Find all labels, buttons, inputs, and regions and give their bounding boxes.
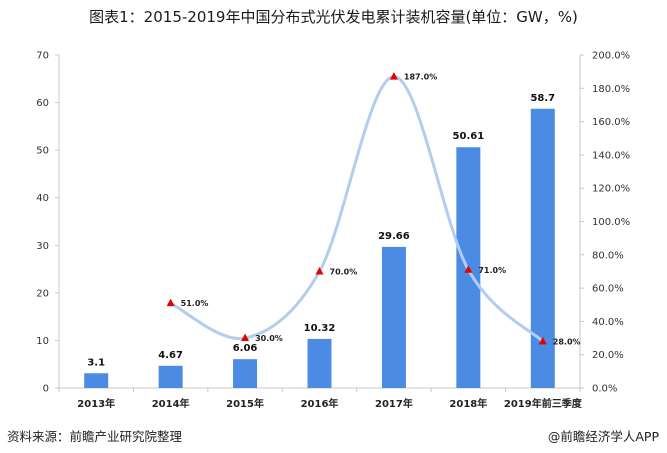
x-tick-label: 2014年 (152, 397, 190, 410)
x-tick-label: 2018年 (449, 397, 487, 410)
y-tick-label-right: 140.0% (592, 150, 630, 161)
bar (158, 365, 183, 388)
bar (307, 338, 332, 388)
bar (233, 359, 258, 388)
growth-marker (166, 298, 175, 307)
bar-value-label: 4.67 (158, 350, 183, 361)
y-tick-label-left: 60 (36, 98, 49, 109)
y-tick-label-right: 60.0% (592, 284, 624, 295)
bar-value-label: 50.61 (453, 131, 485, 142)
y-tick-label-right: 180.0% (592, 84, 630, 95)
bar-value-label: 58.7 (530, 93, 555, 104)
growth-marker (464, 265, 473, 273)
growth-marker (389, 72, 398, 80)
y-tick-label-right: 100.0% (592, 217, 630, 228)
y-tick-label-left: 0 (43, 384, 49, 395)
y-tick-label-left: 50 (36, 146, 49, 157)
y-tick-label-right: 80.0% (592, 250, 624, 261)
bar (381, 246, 406, 388)
x-tick-label: 2015年 (226, 397, 264, 410)
brand-note: @前瞻经济学人APP (547, 429, 659, 444)
growth-value-label: 71.0% (478, 266, 506, 275)
y-tick-label-left: 30 (36, 241, 49, 252)
bar-value-label: 29.66 (378, 231, 410, 242)
growth-marker (241, 333, 250, 342)
y-tick-label-right: 160.0% (592, 117, 630, 128)
y-tick-label-left: 40 (36, 193, 49, 204)
x-tick-label: 2016年 (301, 397, 339, 410)
y-tick-label-left: 70 (36, 51, 49, 62)
growth-value-label: 51.0% (181, 299, 209, 308)
data-labels: 3.1 4.67 6.06 10.32 29.66 50.61 58.7 51.0% 30.0%… (87, 73, 580, 369)
growth-marker (538, 336, 547, 345)
bar (84, 373, 109, 388)
y-tick-label-right: 0.0% (592, 384, 617, 395)
growth-value-label: 28.0% (553, 337, 581, 346)
growth-value-label: 30.0% (255, 334, 283, 343)
y-tick-label-right: 200.0% (592, 51, 630, 62)
source-note: 资料来源：前瞻产业研究院整理 (7, 429, 183, 444)
x-tick-label: 2017年 (375, 397, 413, 410)
bar (530, 108, 555, 389)
growth-value-label: 187.0% (404, 73, 437, 82)
bar-value-label: 6.06 (233, 343, 258, 354)
bar-value-label: 10.32 (304, 323, 336, 334)
x-tick-label: 2013年 (77, 397, 115, 410)
y-tick-label-right: 40.0% (592, 317, 624, 328)
y-tick-label-left: 20 (36, 288, 49, 299)
y-tick-label-right: 120.0% (592, 184, 630, 195)
growth-line-series (166, 72, 547, 345)
growth-line (169, 75, 545, 343)
chart-axes: 0 10 20 30 40 50 60 70 0.0% 20.0% 40.0% 60.0% 80.0% 1… (36, 51, 630, 411)
x-tick-label: 2019年前三季度 (504, 397, 583, 410)
y-tick-label-left: 10 (36, 336, 49, 347)
growth-value-label: 70.0% (330, 267, 358, 276)
growth-marker (315, 266, 324, 275)
chart-title: 图表1：2015-2019年中国分布式光伏发电累计装机容量(单位：GW，%) (89, 8, 578, 26)
bar-series (84, 108, 555, 389)
y-tick-label-right: 20.0% (592, 350, 624, 361)
bar-value-label: 3.1 (87, 357, 105, 368)
